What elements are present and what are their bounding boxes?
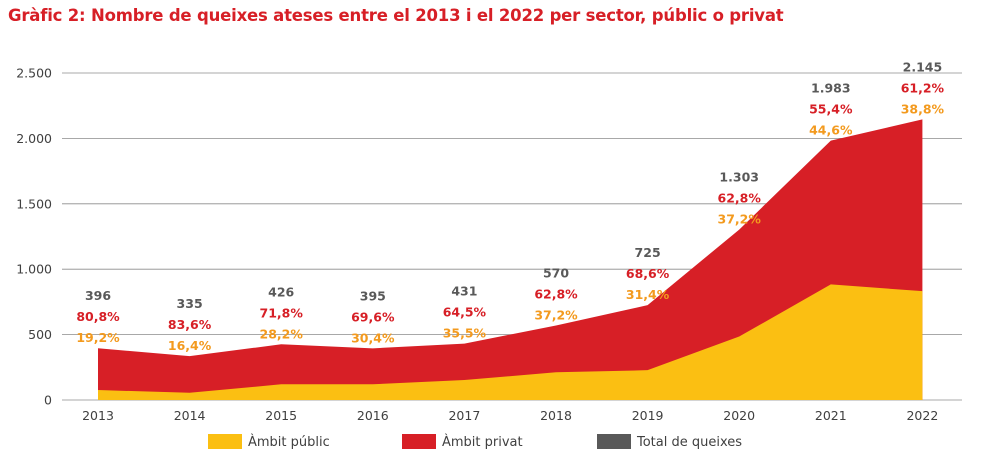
total-label: 570 (543, 265, 569, 280)
legend-label-total: Total de queixes (636, 435, 742, 450)
total-label: 725 (635, 245, 661, 260)
total-label: 426 (268, 284, 294, 299)
legend-label-private: Àmbit privat (442, 434, 523, 450)
public-pct-label: 35,5% (443, 326, 487, 341)
y-tick-label: 0 (44, 393, 52, 408)
public-pct-label: 37,2% (718, 212, 762, 227)
private-pct-label: 62,8% (534, 286, 578, 301)
public-pct-label: 28,2% (260, 326, 304, 341)
private-pct-label: 61,2% (901, 80, 945, 95)
data-labels: 396 80,8% 19,2% 335 83,6% 16,4% 426 71,8% 28,2% 3… (76, 59, 944, 353)
private-pct-label: 62,8% (718, 191, 762, 206)
public-pct-label: 16,4% (168, 338, 212, 353)
x-tick-label: 2016 (357, 408, 389, 423)
area-public (98, 284, 923, 400)
private-pct-label: 83,6% (168, 317, 212, 332)
private-pct-label: 68,6% (626, 266, 670, 281)
public-pct-label: 37,2% (534, 307, 578, 322)
x-tick-label: 2022 (906, 408, 938, 423)
areas (98, 119, 923, 401)
public-pct-label: 19,2% (76, 330, 120, 345)
total-label: 431 (451, 284, 477, 299)
x-tick-label: 2018 (540, 408, 572, 423)
private-pct-label: 64,5% (443, 305, 487, 320)
x-axis: 2013 2014 2015 2016 2017 2018 2019 2020 2021 2022 (82, 408, 938, 423)
x-tick-label: 2021 (815, 408, 847, 423)
legend-swatch-private (402, 434, 436, 449)
x-tick-label: 2014 (174, 408, 206, 423)
public-pct-label: 38,8% (901, 101, 945, 116)
total-label: 1.303 (719, 170, 759, 185)
area-private (98, 119, 923, 401)
legend: Àmbit públic Àmbit privat Total de queixes (208, 434, 742, 450)
y-tick-label: 1.500 (16, 196, 52, 211)
total-label: 396 (85, 288, 111, 303)
public-pct-label: 31,4% (626, 287, 670, 302)
total-label: 395 (360, 288, 386, 303)
y-tick-label: 2.500 (16, 66, 52, 81)
x-tick-label: 2017 (448, 408, 480, 423)
private-pct-label: 71,8% (260, 305, 304, 320)
x-tick-label: 2013 (82, 408, 114, 423)
y-tick-label: 500 (28, 327, 52, 342)
private-pct-label: 55,4% (809, 102, 853, 117)
x-tick-label: 2020 (723, 408, 755, 423)
total-label: 1.983 (811, 81, 851, 96)
public-pct-label: 30,4% (351, 330, 395, 345)
total-label: 2.145 (903, 59, 943, 74)
chart-title: Gràfic 2: Nombre de queixes ateses entre… (8, 6, 784, 25)
legend-swatch-public (208, 434, 242, 449)
y-tick-label: 1.000 (16, 262, 52, 277)
x-tick-label: 2015 (265, 408, 297, 423)
legend-label-public: Àmbit públic (248, 434, 330, 450)
total-label: 335 (177, 296, 203, 311)
legend-swatch-total (597, 434, 631, 449)
public-pct-label: 44,6% (809, 123, 853, 138)
private-pct-label: 80,8% (76, 309, 120, 324)
private-pct-label: 69,6% (351, 309, 395, 324)
x-tick-label: 2019 (632, 408, 664, 423)
y-tick-label: 2.000 (16, 131, 52, 146)
